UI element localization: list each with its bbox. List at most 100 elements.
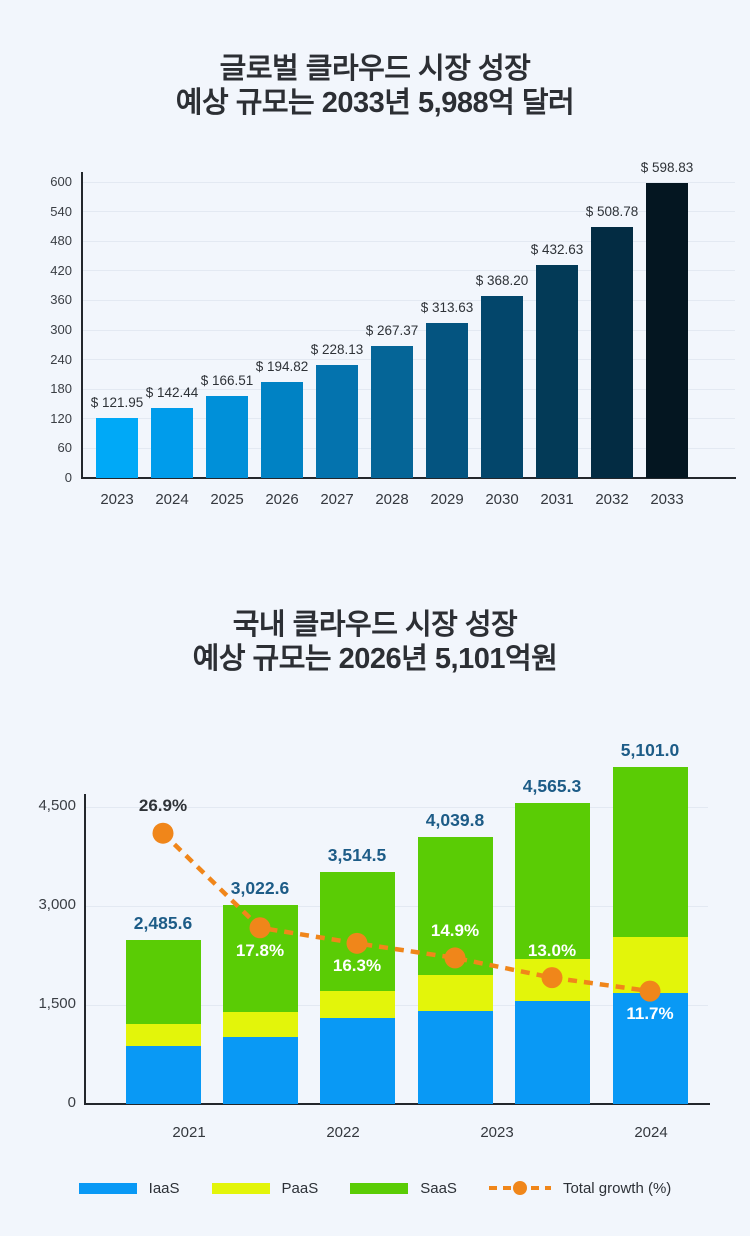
bar-2026	[261, 381, 303, 478]
bar-2032	[591, 227, 633, 478]
bar-segment-paas-1	[125, 1024, 201, 1046]
legend-item-iaas: IaaS	[78, 1180, 180, 1197]
bar-value-label: $ 166.51	[200, 372, 254, 388]
x-axis-tick-label: 2029	[430, 491, 464, 508]
bar-total-label: 3,022.6	[230, 877, 290, 898]
x-axis-tick-label: 2024	[155, 491, 189, 508]
bar-value-label: $ 267.37	[365, 323, 419, 339]
x-axis-line	[81, 477, 736, 479]
y-axis-tick-label: 0	[64, 470, 72, 485]
y-axis-tick-label: 120	[50, 410, 72, 426]
legend-dashed-line-icon	[488, 1181, 551, 1195]
y-axis-tick-label: 60	[57, 440, 72, 456]
bar-segment-saas-5	[514, 802, 590, 960]
y-gridline	[85, 905, 708, 907]
bar-segment-iaas-6	[612, 993, 688, 1104]
x-axis-tick-label: 2024	[634, 1124, 668, 1141]
chart-legend: IaaS PaaS SaaS Total growth (%)	[0, 1170, 750, 1206]
y-axis-tick-label: 360	[50, 292, 72, 308]
x-axis-tick-label: 2023	[100, 491, 134, 508]
legend-swatch-icon	[78, 1182, 137, 1194]
bar-value-label: $ 121.95	[90, 394, 144, 410]
legend-item-paas: PaaS	[211, 1179, 319, 1197]
bar-2027	[316, 365, 358, 478]
bar-2029	[426, 323, 468, 478]
bar-segment-paas-3	[319, 991, 395, 1019]
bar-total-label: 4,039.8	[425, 810, 485, 831]
y-axis-tick-label: 3,000	[38, 896, 76, 913]
bar-2031	[536, 264, 578, 478]
growth-point-6	[639, 980, 661, 1002]
growth-percent-label: 16.3%	[332, 956, 382, 976]
domestic-chart-title-line1: 국내 클라우드 시장 성장	[232, 609, 518, 641]
growth-point-3	[346, 932, 368, 954]
y-axis-tick-label: 540	[50, 203, 72, 219]
y-axis-tick-label: 0	[67, 1094, 76, 1111]
bar-2028	[371, 346, 413, 478]
bar-value-label: $ 228.13	[310, 342, 364, 358]
legend-label: PaaS	[281, 1179, 319, 1197]
y-axis-line	[81, 172, 83, 478]
y-axis-tick-label: 1,500	[38, 995, 76, 1012]
legend-label: Total growth (%)	[562, 1179, 672, 1197]
x-axis-tick-label: 2026	[265, 491, 299, 508]
bar-segment-saas-3	[319, 872, 395, 991]
y-axis-tick-label: 240	[50, 351, 72, 367]
x-axis-tick-label: 2023	[480, 1124, 514, 1141]
bar-segment-iaas-3	[319, 1018, 395, 1104]
x-axis-tick-label: 2033	[650, 491, 684, 508]
x-axis-line	[84, 1103, 710, 1105]
growth-percent-label: 11.7%	[626, 1004, 674, 1024]
growth-percent-label: 14.9%	[430, 920, 480, 940]
bar-segment-iaas-4	[417, 1010, 493, 1104]
y-gridline	[82, 299, 735, 301]
legend-item-total-growth: Total growth (%)	[488, 1179, 672, 1197]
x-axis-tick-label: 2021	[172, 1124, 206, 1141]
y-axis-tick-label: 480	[50, 233, 72, 249]
growth-point-4	[444, 947, 466, 969]
bar-value-label: $ 142.44	[145, 384, 199, 400]
bar-2025	[206, 395, 248, 478]
bar-value-label: $ 432.63	[530, 241, 584, 257]
bar-total-label: 2,485.6	[133, 912, 193, 933]
legend-swatch-icon	[350, 1182, 409, 1194]
bar-segment-iaas-1	[125, 1045, 201, 1104]
y-axis-tick-label: 420	[50, 262, 72, 278]
bar-2023	[96, 417, 138, 478]
bar-total-label: 4,565.3	[522, 775, 582, 796]
x-axis-tick-label: 2025	[210, 491, 244, 508]
bar-2024	[151, 407, 193, 478]
global-chart-title: 글로벌 클라우드 시장 성장 예상 규모는 2033년 5,988억 달러	[0, 52, 750, 120]
bar-value-label: $ 194.82	[255, 358, 309, 374]
domestic-cloud-stacked-chart: 0 1,500 3,000 4,500 2,485.6 3,022.6 3,514.5 4,0…	[0, 720, 750, 1150]
x-axis-tick-label: 2022	[326, 1124, 360, 1141]
global-chart-title-line2: 예상 규모는 2033년 5,988억 달러	[175, 87, 575, 119]
x-axis-tick-label: 2030	[485, 491, 519, 508]
y-gridline	[85, 806, 708, 808]
global-cloud-bar-chart: 0 60 120 180 240 300 360 420 480 540 600 $ 121.95 20…	[0, 160, 750, 535]
bar-segment-paas-4	[417, 974, 493, 1011]
bar-segment-iaas-2	[222, 1036, 298, 1104]
y-gridline	[82, 240, 735, 242]
domestic-chart-title: 국내 클라우드 시장 성장 예상 규모는 2026년 5,101억원	[0, 608, 750, 676]
y-gridline	[82, 181, 735, 183]
bar-value-label: $ 598.83	[640, 159, 694, 175]
bar-2030	[481, 296, 523, 478]
y-axis-tick-label: 600	[50, 174, 72, 189]
growth-point-1	[152, 822, 174, 844]
bar-segment-saas-1	[125, 939, 201, 1025]
bar-2033	[646, 182, 688, 478]
total-growth-line	[152, 822, 661, 1002]
x-axis-tick-label: 2028	[375, 491, 409, 508]
growth-point-5	[541, 967, 563, 989]
legend-label: SaaS	[420, 1179, 457, 1197]
y-gridline	[85, 1004, 708, 1006]
growth-line-path	[161, 831, 651, 994]
bar-value-label: $ 313.63	[420, 300, 474, 316]
growth-percent-label: 26.9%	[138, 796, 188, 816]
y-gridline	[82, 329, 735, 331]
growth-percent-label: 13.0%	[527, 940, 577, 960]
legend-item-saas: SaaS	[350, 1180, 457, 1197]
bar-segment-paas-2	[222, 1011, 298, 1037]
growth-percent-label: 17.8%	[235, 940, 285, 960]
